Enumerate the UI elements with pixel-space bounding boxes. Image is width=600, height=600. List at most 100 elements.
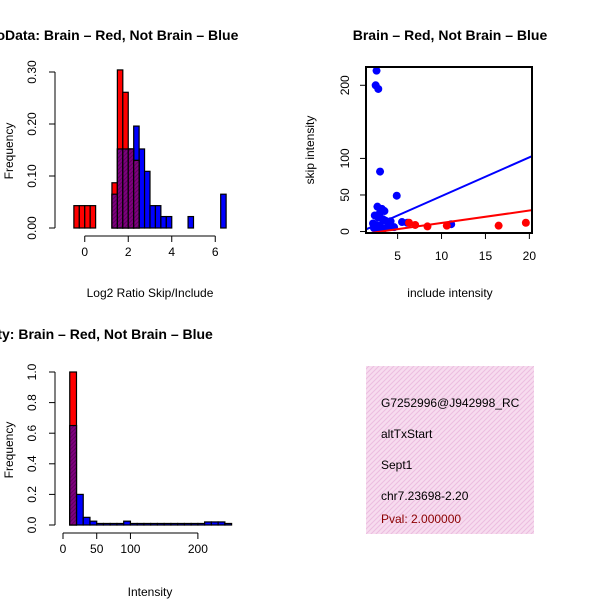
blue-bar — [143, 170, 151, 229]
blue-bar — [82, 516, 91, 526]
intensity-histogram-title: Exon Line Itensity: Brain – Red, Not Bra… — [0, 326, 213, 342]
blue-bar — [220, 193, 227, 229]
y-tick-label: 0.0 — [25, 516, 39, 533]
ratio-histogram-axes: 0.00 0.10 0.20 0.30 0 2 4 6 — [25, 60, 219, 259]
y-tick-label: 0.30 — [25, 60, 39, 84]
info-gene: Sept1 — [381, 458, 413, 472]
blue-bar — [163, 522, 172, 526]
info-panel-background — [366, 366, 534, 534]
blue-bar — [109, 522, 118, 526]
info-event-type: altTxStart — [381, 427, 433, 441]
blue-bar — [204, 521, 212, 526]
blue-bar — [89, 520, 98, 526]
info-location: chr7.23698-2.20 — [381, 489, 469, 503]
intensity-scatter-ylabel: skip intensity — [303, 116, 317, 185]
y-tick-label: 200 — [338, 75, 352, 95]
overlap-bar — [69, 424, 78, 526]
fit-line — [366, 209, 532, 233]
blue-bar — [116, 522, 125, 526]
x-tick-label: 5 — [394, 249, 401, 263]
blue-bar — [154, 205, 162, 229]
blue-bar — [170, 522, 179, 526]
blue-bar — [136, 522, 145, 526]
x-tick-label: 20 — [523, 249, 537, 263]
y-tick-label: 0.4 — [25, 455, 39, 472]
x-tick-label: 10 — [435, 249, 449, 263]
intensity-histogram-bars — [69, 371, 233, 526]
overlap-bar — [133, 159, 140, 229]
x-tick-label: 0 — [60, 542, 67, 556]
y-tick-label: 0.20 — [25, 112, 39, 136]
blue-bar — [190, 522, 199, 526]
y-tick-label: 0.10 — [25, 164, 39, 188]
y-tick-label: 0 — [338, 228, 352, 235]
intensity-scatter: Brain – Red, Not Brain – Blue 5 10 15 20050… — [303, 27, 547, 300]
brain-point — [521, 218, 530, 227]
blue-bar — [210, 521, 219, 526]
ratio-histogram-xlabel: Log2 Ratio Skip/Include — [87, 286, 214, 300]
ratio-histogram: RatioData: Brain – Red, Not Brain – Blue… — [0, 27, 239, 300]
x-tick-label: 100 — [120, 542, 140, 556]
event-info-panel: G7252996@J942998_RC altTxStart Sept1 chr… — [366, 366, 534, 534]
overlap-bar — [127, 148, 135, 229]
intensity-histogram-xlabel: Intensity — [128, 585, 173, 599]
brain-point — [411, 220, 420, 229]
fit-line — [366, 155, 532, 231]
intensity-histogram-ylabel: Frequency — [2, 422, 16, 479]
brain-point — [442, 221, 451, 230]
blue-bar — [123, 520, 132, 526]
blue-bar — [187, 215, 195, 229]
blue-bar — [149, 205, 157, 229]
plot-clip — [366, 67, 532, 233]
blue-bar — [224, 522, 233, 526]
red-bar — [84, 205, 91, 229]
blue-bar — [183, 522, 192, 526]
blue-bar — [129, 522, 138, 526]
overlap-bar — [122, 148, 129, 229]
x-tick-label: 50 — [90, 542, 104, 556]
blue-bar — [177, 522, 185, 526]
y-tick-label: 0.00 — [25, 216, 39, 240]
ratio-histogram-title: RatioData: Brain – Red, Not Brain – Blue — [0, 27, 239, 43]
brain-point — [494, 221, 503, 230]
y-tick-label: 0.2 — [25, 486, 39, 503]
overlap-bar — [111, 193, 118, 229]
blue-bar — [102, 522, 111, 526]
x-tick-label: 200 — [188, 542, 208, 556]
x-tick-label: 0 — [81, 245, 88, 259]
x-tick-label: 4 — [168, 245, 175, 259]
y-tick-label: 100 — [338, 148, 352, 168]
x-tick-label: 2 — [125, 245, 132, 259]
x-tick-label: 6 — [212, 245, 219, 259]
blue-bar — [96, 522, 105, 526]
not-brain-point — [372, 67, 381, 75]
intensity-scatter-plot — [366, 67, 532, 233]
info-probe-id: G7252996@J942998_RC — [381, 396, 520, 410]
intensity-scatter-xlabel: include intensity — [407, 286, 492, 300]
info-panel-text: G7252996@J942998_RC altTxStart Sept1 chr… — [381, 396, 520, 526]
intensity-scatter-title: Brain – Red, Not Brain – Blue — [353, 27, 548, 43]
blue-bar — [143, 522, 152, 526]
red-bar — [78, 205, 86, 229]
blue-bar — [217, 521, 226, 526]
overlap-bar — [116, 148, 124, 229]
brain-point — [423, 222, 432, 231]
not-brain-point — [374, 84, 383, 93]
intensity-histogram-axes: 0.0 0.2 0.4 0.6 0.8 1.0 0 50 100 200 — [25, 363, 208, 556]
y-tick-label: 0.8 — [25, 394, 39, 411]
y-tick-label: 50 — [338, 188, 352, 202]
not-brain-point — [392, 191, 401, 200]
blue-bar — [165, 215, 173, 229]
red-bar — [89, 205, 97, 229]
red-bar — [73, 205, 80, 229]
blue-bar — [160, 215, 167, 229]
brain-point — [405, 218, 414, 227]
blue-bar — [150, 522, 159, 526]
blue-bar — [138, 148, 146, 229]
blue-bar — [75, 493, 84, 526]
blue-bar — [156, 522, 165, 526]
blue-bar — [197, 522, 206, 526]
ratio-histogram-ylabel: Frequency — [2, 123, 16, 180]
